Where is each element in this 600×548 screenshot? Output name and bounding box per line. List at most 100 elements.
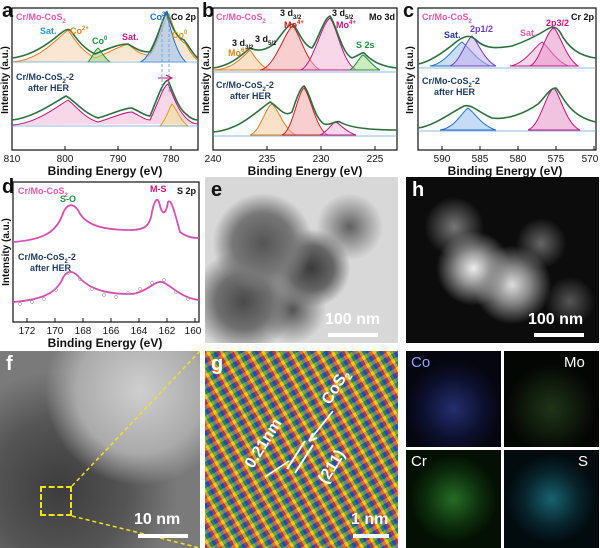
haadf-image-h: h 100 nm — [406, 177, 599, 343]
s-tick-164: 164 — [131, 326, 148, 337]
mo-top-fit-green — [348, 54, 381, 71]
chart-co2p: 810 800 790 780 Binding Energy (eV) Inte… — [0, 7, 199, 178]
s-top-envelope — [12, 198, 200, 243]
co-ylabel: Intensity (a.u.) — [0, 46, 11, 114]
co-element: Co 2p — [171, 12, 197, 22]
co-top-fit-green — [86, 47, 112, 63]
lattice-plane: (211) — [315, 447, 349, 487]
eds-label-co: Co — [411, 354, 431, 371]
mo-ylabel: Intensity (a.u.) — [201, 46, 212, 114]
s-tick-162: 162 — [159, 326, 176, 337]
scalebar-e-label: 100 nm — [325, 311, 381, 328]
s-tick-166: 166 — [103, 326, 120, 337]
lattice-phase: CoS2 — [319, 366, 356, 409]
cr-xlabel: Binding Energy (eV) — [448, 164, 563, 178]
cr-tick-590: 590 — [434, 154, 451, 165]
co-bot-envelope — [11, 79, 199, 121]
co-bot-fit-pink — [11, 83, 199, 126]
scalebar-e — [328, 333, 378, 337]
co-tick-780: 780 — [163, 154, 180, 165]
s-peak-so: S-O — [60, 194, 76, 204]
s-peak-ms: M-S — [150, 184, 167, 194]
cr-tick-580: 580 — [510, 154, 527, 165]
mo-peak-d32: 3 d3/2 — [232, 38, 254, 51]
mo-peak-mo6: Mo6+ — [228, 48, 248, 58]
panel-label-b: b — [202, 0, 215, 22]
co-xlabel: Binding Energy (eV) — [48, 164, 163, 178]
mo-top-envelope — [212, 15, 398, 69]
mo-bot-envelope — [212, 85, 398, 133]
co-peak-co0b: Co0 — [172, 30, 188, 40]
cr-sample-top: Cr/Mo-CoS2 — [422, 12, 473, 25]
mo-peak-d52: 3 d5/2 — [255, 34, 277, 47]
panel-label-d: d — [2, 176, 15, 198]
cr-top-envelope — [417, 26, 597, 65]
mo-peak-s2s: S 2s — [356, 40, 375, 50]
mo-tick-230: 230 — [313, 154, 330, 165]
s-sample-bottom: Cr/Mo-CoS2-2 — [18, 252, 76, 265]
mo-element: Mo 3d — [369, 12, 395, 22]
panel-label-e: e — [211, 179, 223, 201]
chart-mo3d: 240 235 230 225 Binding Energy (eV) Inte… — [201, 7, 398, 178]
mo-top-fit-orange — [212, 49, 271, 71]
panel-label-a: a — [2, 0, 14, 22]
mo-xlabel: Binding Energy (eV) — [248, 164, 363, 178]
zoom-box — [40, 486, 72, 516]
cr-ylabel: Intensity (a.u.) — [405, 46, 416, 114]
s-tick-160: 160 — [185, 326, 202, 337]
cr-sample-bottom: Cr/Mo-CoS2-2 — [422, 76, 480, 89]
eds-map-mo: Mo — [504, 351, 599, 447]
cr-sample-bottom-after: after HER — [434, 87, 476, 97]
mo-bot-fit-red — [281, 87, 329, 136]
scalebar-g — [353, 534, 389, 538]
mo-tick-225: 225 — [367, 154, 384, 165]
cr-peak-sat1: Sat. — [444, 30, 461, 40]
mo-peak-d52b: 3 d5/2 — [332, 8, 354, 21]
cr-peak-sat2: Sat. — [520, 28, 537, 38]
cr-tick-585: 585 — [472, 154, 489, 165]
scalebar-f-label: 10 nm — [134, 511, 181, 528]
eds-label-cr: Cr — [411, 453, 427, 470]
co-peak-sat2: Sat. — [122, 32, 139, 42]
s-bot-raw-dots — [18, 271, 190, 306]
eds-map-s: S — [504, 450, 599, 548]
co-sample-top: Cr/Mo-CoS2 — [16, 12, 67, 25]
mo-peak-mo4: Mo4+ — [284, 20, 304, 30]
co-top-envelope — [11, 10, 199, 59]
chart-s2p: 172 170 168 166 164 162 160 Binding Ener… — [1, 181, 202, 350]
co-peak-co0: Co0 — [92, 36, 108, 46]
cr-element: Cr 2p — [571, 12, 595, 22]
eds-map-cr: Cr — [406, 450, 501, 548]
co-sample-bottom-after: after HER — [28, 83, 70, 93]
co-x-ticks — [11, 146, 172, 150]
s-bot-envelope — [12, 271, 200, 303]
tem-image-e: e 100 nm — [205, 177, 398, 343]
co-tick-800: 800 — [57, 154, 74, 165]
mo-tick-240: 240 — [205, 154, 222, 165]
cr-bot-envelope — [417, 87, 597, 129]
s-tick-170: 170 — [47, 326, 64, 337]
co-bot-fit-yellow — [158, 103, 190, 127]
s-xlabel: Binding Energy (eV) — [48, 336, 163, 350]
chart-cr2p: 590 585 580 575 570 Binding Energy (eV) … — [405, 7, 599, 178]
co-tick-810: 810 — [4, 154, 21, 165]
co-peak-sat1: Sat. — [40, 26, 57, 36]
eds-label-mo: Mo — [564, 354, 585, 371]
panel-label-h: h — [412, 179, 425, 201]
scalebar-h-label: 100 nm — [528, 311, 584, 328]
co-tick-790: 790 — [110, 154, 127, 165]
panel-label-c: c — [403, 0, 415, 22]
co-peak-co3: Co3+ — [150, 12, 169, 22]
mo-sample-bottom-after: after HER — [230, 91, 272, 101]
scalebar-h — [534, 333, 584, 337]
cr-tick-575: 575 — [548, 154, 565, 165]
lattice-d-spacing: 0.21nm — [242, 416, 286, 472]
co-sample-bottom: Cr/Mo-CoS2-2 — [16, 72, 74, 85]
panel-label-f: f — [6, 353, 13, 375]
s-ylabel: Intensity (a.u.) — [1, 218, 12, 286]
eds-map-co: Co — [406, 351, 501, 447]
s-tick-168: 168 — [75, 326, 92, 337]
s-sample-bottom-after: after HER — [30, 263, 72, 273]
mo-tick-235: 235 — [259, 154, 276, 165]
mo-sample-top: Cr/Mo-CoS2 — [216, 12, 267, 25]
